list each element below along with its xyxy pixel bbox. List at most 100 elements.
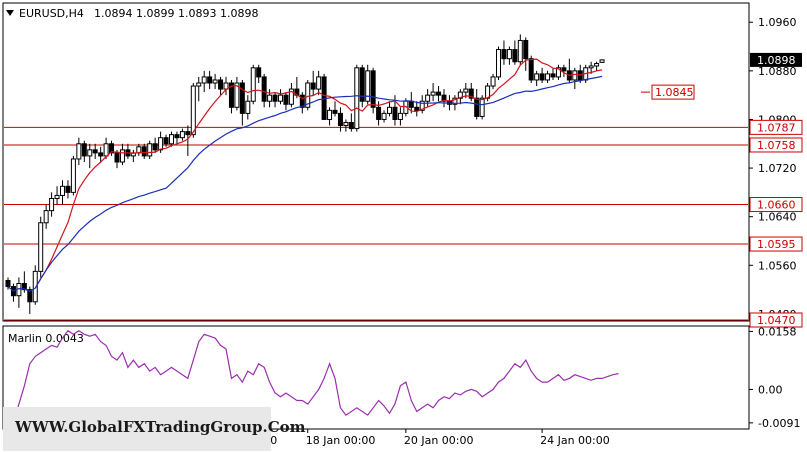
- candle-body: [272, 94, 278, 102]
- level-label-box: [749, 197, 803, 213]
- candle-body: [163, 137, 169, 145]
- candle-body: [5, 280, 11, 288]
- candle-body: [152, 143, 158, 151]
- candle-body: [490, 76, 496, 87]
- candle-body: [463, 88, 469, 93]
- level-label: 1.0758: [757, 139, 796, 152]
- candle-body: [49, 197, 55, 212]
- candle-body: [288, 88, 294, 105]
- candle-body: [332, 109, 338, 114]
- level-label: 1.0470: [757, 314, 796, 327]
- candle-body: [523, 39, 529, 60]
- candle-body: [278, 94, 283, 102]
- time-tick-label: 18 Jan 00:00: [306, 434, 376, 447]
- candle-body: [359, 67, 365, 102]
- candle-body: [316, 76, 322, 90]
- candle-body: [32, 270, 38, 303]
- candle-body: [474, 97, 480, 117]
- candle-body: [245, 100, 251, 114]
- price-pane-frame: [2, 2, 750, 322]
- symbol-label: EURUSD,H4: [19, 7, 84, 20]
- candle-body: [207, 76, 213, 84]
- candle-body: [70, 158, 76, 193]
- level-label: 1.0787: [757, 121, 796, 134]
- candle-body: [76, 143, 82, 160]
- candle-body: [310, 82, 316, 90]
- dropdown-triangle-icon[interactable]: [6, 10, 14, 16]
- candle-body: [337, 112, 343, 127]
- candle-body: [114, 152, 120, 163]
- candle-body: [54, 194, 60, 199]
- candle-body: [479, 97, 485, 117]
- candle-body: [387, 106, 392, 114]
- oscillator-tick-label: 0.0158: [758, 325, 797, 338]
- current-price-box: [750, 52, 802, 67]
- candle-body: [169, 134, 174, 145]
- candle-body: [109, 143, 115, 154]
- price-tick-label: 1.0880: [758, 65, 797, 78]
- candle-body: [185, 131, 191, 136]
- moving-averages: [7, 58, 603, 293]
- candle-body: [588, 65, 594, 69]
- candle-body: [392, 106, 398, 120]
- candle-body: [501, 49, 507, 60]
- candle-body: [381, 112, 387, 120]
- candle-body: [327, 109, 333, 120]
- candle-body: [147, 143, 153, 157]
- candle-body: [599, 59, 605, 63]
- candle-body: [256, 67, 262, 78]
- candle-body: [370, 70, 376, 108]
- candle-body: [299, 94, 305, 108]
- watermark-box: [3, 407, 271, 451]
- candle-body: [267, 94, 273, 102]
- candle-body: [572, 70, 578, 81]
- candle-body: [397, 112, 403, 120]
- price-tick-label: 1.0720: [758, 162, 797, 175]
- candle-body: [87, 149, 93, 157]
- candle-body: [201, 76, 207, 84]
- fast-ma-line: [34, 58, 603, 289]
- candle-body: [414, 106, 420, 111]
- candle-body: [261, 76, 267, 102]
- candle-body: [234, 82, 240, 108]
- candle-body: [218, 79, 224, 90]
- candle-body: [250, 67, 256, 102]
- oscillator-tick-label: 0.00: [758, 383, 783, 396]
- candle-body: [430, 91, 436, 96]
- candle-body: [376, 106, 382, 120]
- candle-body: [81, 143, 87, 157]
- slow-ma-line: [7, 75, 603, 293]
- candle-body: [60, 185, 65, 196]
- candle-body: [92, 149, 98, 154]
- candle-body: [343, 122, 349, 127]
- candle-body: [365, 70, 371, 102]
- level-label: 1.0595: [757, 238, 796, 251]
- candle-body: [457, 91, 463, 99]
- candle-body: [141, 146, 147, 157]
- candle-body: [305, 82, 311, 108]
- support-resistance-levels: [4, 126, 748, 321]
- price-tick-label: 1.0640: [758, 211, 797, 224]
- level-label-box: [749, 119, 803, 135]
- candle-body: [27, 289, 33, 303]
- candle-body: [550, 73, 556, 78]
- annotation-box: [651, 84, 695, 100]
- candle-body: [436, 91, 442, 96]
- time-tick-label: 20 Jan 00:00: [404, 434, 474, 447]
- level-label-box: [749, 137, 803, 153]
- candle-body: [539, 73, 545, 81]
- candle-body: [283, 94, 289, 105]
- ohlc-values: 1.0894 1.0899 1.0893 1.0898: [94, 7, 258, 20]
- candle-body: [65, 185, 71, 193]
- candle-body: [103, 143, 109, 157]
- price-tick-label: 1.0560: [758, 259, 797, 272]
- current-price-label: 1.0898: [757, 54, 796, 67]
- oscillator-tick-label: -0.0091: [758, 417, 800, 430]
- candle-body: [348, 122, 354, 130]
- candle-body: [119, 149, 125, 163]
- candle-body: [441, 94, 447, 102]
- candle-body: [425, 94, 431, 102]
- candle-body: [179, 131, 185, 139]
- price-annotation: 1.0845: [641, 84, 695, 100]
- level-label-box: [749, 236, 803, 252]
